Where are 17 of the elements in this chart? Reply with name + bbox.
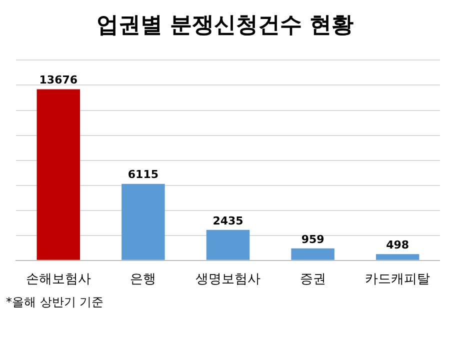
x-tick-label: 손해보험사 (26, 270, 91, 286)
x-tick-label: 생명보험사 (196, 270, 260, 286)
data-label: 498 (386, 238, 410, 252)
bar (36, 89, 80, 260)
bar (376, 254, 420, 260)
data-label: 2435 (212, 214, 244, 228)
x-tick-label: 은행 (130, 270, 156, 286)
bar (122, 184, 165, 260)
x-tick-label: 증권 (300, 270, 326, 286)
text: *올해 상반기 기준 (6, 294, 104, 311)
chart-title: 업권별 분쟁신청건수 현황 (95, 12, 355, 40)
x-tick-label: 카드캐피탈 (365, 270, 430, 286)
data-label: 959 (301, 232, 324, 246)
data-label: 6115 (128, 168, 159, 182)
bar (206, 230, 250, 260)
data-label: 13676 (39, 74, 78, 87)
bar (291, 248, 334, 260)
